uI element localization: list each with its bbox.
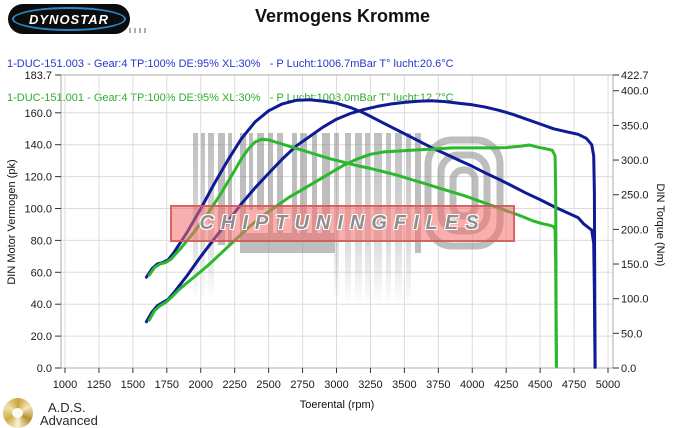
x-tick-label: 2250 <box>222 379 246 391</box>
x-tick-label: 4500 <box>528 379 552 391</box>
y-left-tick-label: 60.0 <box>31 267 52 279</box>
y-left-tick-label: 120.0 <box>24 172 52 184</box>
y-left-tick-label: 160.0 <box>24 108 52 120</box>
y-right-tick-label: 250.0 <box>621 190 649 202</box>
y-right-tick-label: 0.0 <box>621 363 636 375</box>
x-tick-label: 3000 <box>324 379 348 391</box>
y-left-tick-label: 0.0 <box>37 363 52 375</box>
x-tick-label: 2000 <box>189 379 213 391</box>
x-tick-label: 3500 <box>392 379 416 391</box>
x-tick-label: 1750 <box>155 379 179 391</box>
y-left-tick-label: 100.0 <box>24 204 52 216</box>
axes-ticks-labels: 1000 1250 1500 1750 2000 2250 2500 2750 3000 3250… <box>24 70 648 391</box>
ads-swirl-icon <box>3 398 33 428</box>
x-tick-label: 3250 <box>358 379 382 391</box>
y-right-tick-label: 50.0 <box>621 328 642 340</box>
y-left-tick-label: 40.0 <box>31 299 52 311</box>
y-left-tick-label: 140.0 <box>24 140 52 152</box>
x-tick-label: 3750 <box>426 379 450 391</box>
x-tick-label: 1500 <box>121 379 145 391</box>
y-right-tick-label: 300.0 <box>621 155 649 167</box>
legend: 1-DUC-151.003 - Gear:4 TP:100% DE:95% XL… <box>7 37 454 127</box>
ads-brand-abbr: A.D.S. <box>48 400 86 415</box>
x-tick-label: 5000 <box>596 379 620 391</box>
y-left-tick-label: 80.0 <box>31 235 52 247</box>
chiptuningfiles-watermark-text: CHIPTUNINGFILES <box>199 212 486 234</box>
dynostar-logo: DYNOSTAR <box>8 4 130 34</box>
dynostar-logo-oval: DYNOSTAR <box>12 7 126 31</box>
curve-series-2 <box>147 143 558 367</box>
page-title: Vermogens Kromme <box>254 6 431 26</box>
chiptuningfiles-watermark-banner: CHIPTUNINGFILES <box>170 205 515 242</box>
x-tick-label: 2750 <box>290 379 314 391</box>
logo-fineprint <box>129 28 149 33</box>
y-left-tick-label: 20.0 <box>31 331 52 343</box>
y-right-tick-label: 422.7 <box>621 70 649 82</box>
curve-series-0 <box>144 99 597 368</box>
x-tick-label: 4000 <box>460 379 484 391</box>
y-right-tick-label: 150.0 <box>621 259 649 271</box>
ads-brand-name: Advanced Dyno Station <box>40 413 98 428</box>
dynostar-logo-text: DYNOSTAR <box>29 11 109 27</box>
y-right-tick-label: 200.0 <box>621 224 649 236</box>
y-right-tick-label: 400.0 <box>621 86 649 98</box>
legend-run-2: 1-DUC-151.001 - Gear:4 TP:100% DE:95% XL… <box>7 92 454 104</box>
y-left-tick-label: 183.7 <box>24 70 52 82</box>
y-right-tick-label: 350.0 <box>621 120 649 132</box>
legend-run-1: 1-DUC-151.003 - Gear:4 TP:100% DE:95% XL… <box>7 58 454 70</box>
x-tick-label: 1250 <box>87 379 111 391</box>
x-tick-label: 1000 <box>53 379 77 391</box>
x-tick-label: 4250 <box>494 379 518 391</box>
x-axis-title: Toerental (rpm) <box>299 399 375 411</box>
y-right-tick-label: 100.0 <box>621 294 649 306</box>
x-tick-label: 4750 <box>562 379 586 391</box>
x-tick-label: 2500 <box>256 379 280 391</box>
